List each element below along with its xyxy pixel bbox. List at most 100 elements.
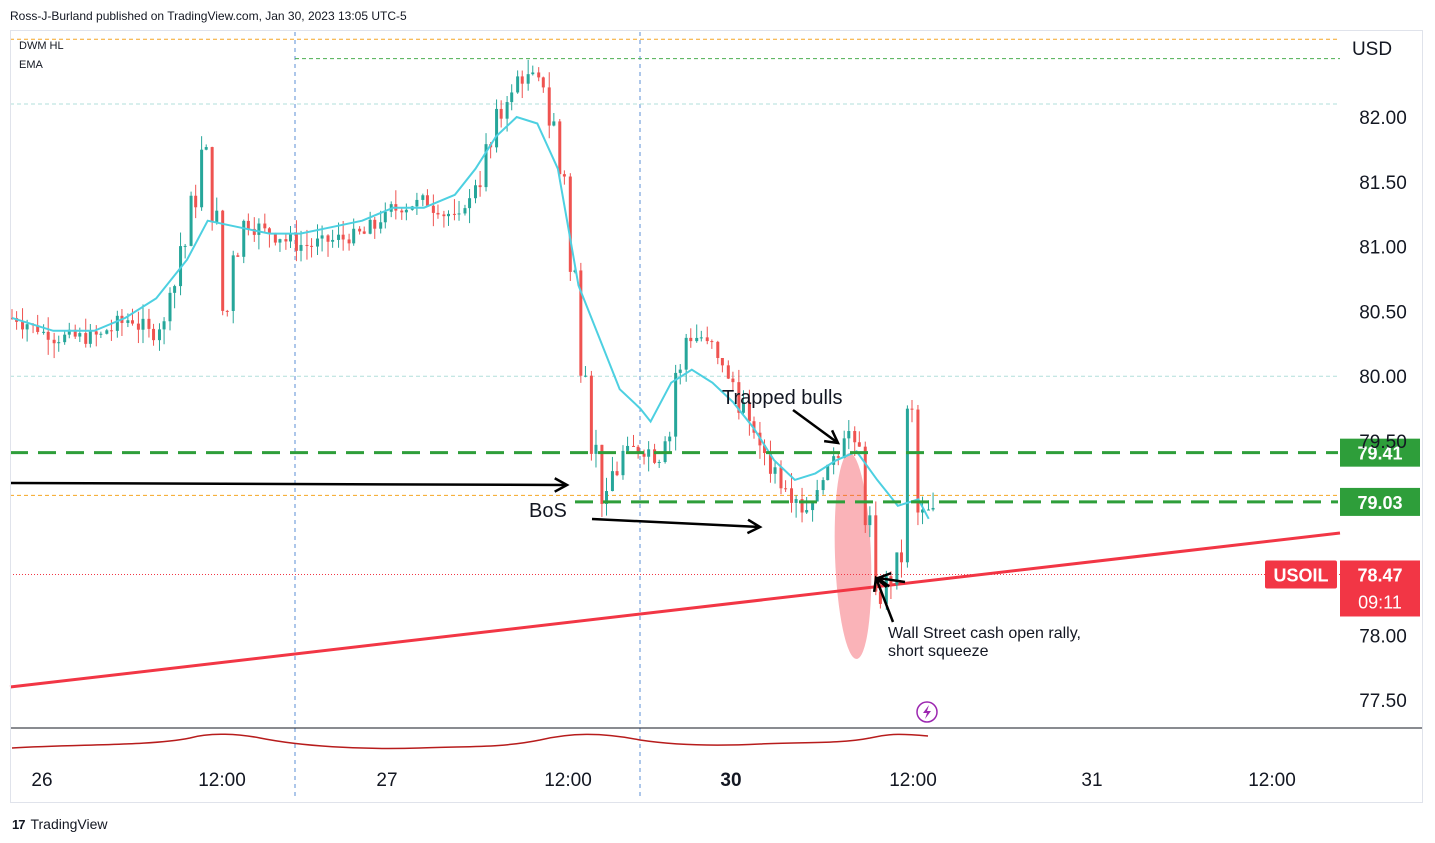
candle-body	[215, 210, 219, 223]
candle-body	[457, 213, 461, 215]
candle-body	[210, 147, 214, 223]
axes-layer: 82.00 81.50 81.00 80.50 80.00 79.50 78.00 77.50…	[31, 39, 1420, 791]
candle-body	[931, 507, 935, 510]
symbol-tag-label: USOIL	[1273, 565, 1328, 585]
x-tick-label: 12:00	[198, 770, 246, 791]
level-tag-bg	[1340, 487, 1420, 516]
candle-body	[505, 102, 509, 119]
candle-body	[57, 342, 61, 344]
candle-body	[842, 438, 846, 458]
candle-body	[615, 471, 619, 476]
candle-body	[552, 121, 556, 126]
candle-body	[510, 92, 514, 103]
indicator-ema[interactable]: EMA	[19, 59, 43, 71]
lightning-bolt-icon	[923, 705, 931, 719]
y-tick-label: 80.00	[1359, 367, 1407, 388]
wallstreet-arrow	[874, 577, 895, 623]
candle-body	[784, 488, 788, 490]
bos-arrow-short	[591, 517, 761, 529]
candle-body	[926, 509, 930, 511]
candle-body	[88, 331, 92, 344]
x-tick-label: 12:00	[889, 770, 937, 791]
candle-body	[231, 255, 235, 311]
candle-body	[710, 341, 714, 343]
candle-body	[626, 445, 630, 451]
squeeze-highlight	[834, 453, 872, 659]
candle-body	[252, 228, 256, 235]
candle-body	[726, 365, 730, 379]
x-tick-label: 12:00	[1248, 770, 1296, 791]
candle-body	[737, 382, 741, 413]
candle-body	[499, 108, 503, 119]
candle-body	[716, 341, 720, 358]
candle-body	[183, 245, 187, 247]
candle-body	[115, 315, 119, 331]
candle-body	[236, 255, 240, 257]
candle-body	[583, 375, 587, 377]
candle-body	[352, 228, 356, 244]
y-tick-label: 80.50	[1359, 302, 1407, 323]
candle-body	[657, 462, 661, 464]
y-tick-label: 81.00	[1359, 238, 1407, 259]
indicator-dwm-hl[interactable]: DWM HL	[19, 40, 64, 52]
candle-body	[547, 87, 551, 126]
candle-body	[25, 324, 29, 330]
wallstreet-note-line: Wall Street cash open rally,	[888, 625, 1081, 642]
candle-body	[541, 77, 545, 88]
candle-body	[305, 244, 309, 246]
tradingview-wordmark: TradingView	[30, 816, 108, 832]
candle-body	[678, 369, 682, 373]
candle-body	[811, 501, 815, 511]
annotations-layer: Trapped bulls BoS Wall Street cash open ra…	[9, 387, 1081, 660]
candle-body	[579, 270, 583, 376]
countdown-label: 09:11	[1358, 592, 1402, 612]
tradingview-brand[interactable]: 17 TradingView	[12, 816, 108, 832]
candle-body	[600, 444, 604, 504]
wallstreet-arrow-2	[877, 576, 906, 584]
candle-body	[320, 235, 324, 239]
x-tick-label: 31	[1081, 770, 1102, 791]
candle-body	[642, 453, 646, 457]
candle-body	[684, 337, 688, 370]
candle-body	[242, 220, 246, 257]
candle-body	[337, 234, 341, 240]
grid-layer	[294, 32, 641, 800]
candle-body	[905, 408, 909, 563]
candle-body	[189, 195, 193, 246]
candle-body	[558, 121, 562, 175]
candle-body	[594, 444, 598, 454]
candle-body	[99, 333, 103, 335]
x-tick-label: 30	[720, 770, 741, 791]
candle-body	[341, 234, 345, 240]
trapped-bulls-note: Trapped bulls	[722, 387, 842, 409]
candle-body	[878, 591, 882, 604]
candle-body	[884, 576, 888, 604]
candle-body	[294, 234, 298, 251]
candle-body	[173, 286, 177, 293]
candle-body	[225, 310, 229, 312]
ema-line	[11, 115, 930, 520]
candle-body	[653, 449, 657, 463]
candle-body	[763, 445, 767, 454]
reference-lines	[10, 38, 1340, 575]
candle-body	[916, 409, 920, 513]
candle-body	[105, 330, 109, 334]
candle-body	[899, 552, 903, 563]
bos-arrow-long-head	[554, 477, 570, 493]
y-tick-label: 78.00	[1359, 626, 1407, 647]
candle-body	[73, 329, 77, 337]
candle-body	[162, 321, 166, 330]
candle-body	[863, 446, 867, 526]
candle-body	[773, 467, 777, 474]
candle-body	[379, 222, 383, 229]
candle-body	[790, 488, 794, 503]
candle-body	[157, 329, 161, 341]
candle-body	[136, 323, 140, 330]
candle-body	[263, 223, 267, 229]
lightning-icon	[916, 701, 938, 723]
candle-body	[179, 246, 183, 287]
candle-body	[273, 233, 277, 243]
candle-body	[895, 552, 899, 585]
candle-body	[868, 515, 872, 526]
